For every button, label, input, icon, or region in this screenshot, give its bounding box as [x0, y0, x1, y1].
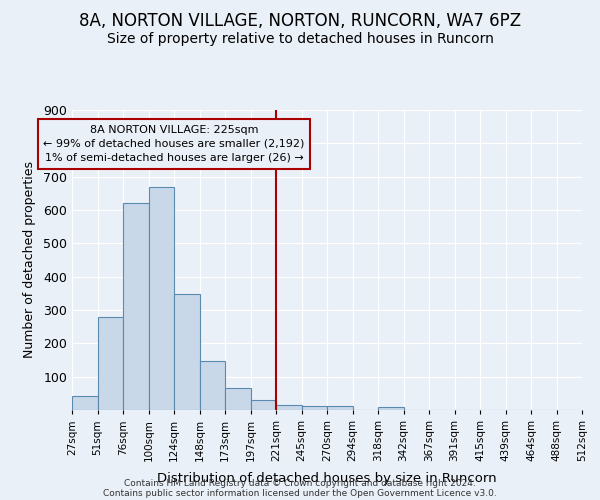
Bar: [378, 406, 404, 410]
X-axis label: Distribution of detached houses by size in Runcorn: Distribution of detached houses by size …: [157, 472, 497, 486]
Text: 8A, NORTON VILLAGE, NORTON, RUNCORN, WA7 6PZ: 8A, NORTON VILLAGE, NORTON, RUNCORN, WA7…: [79, 12, 521, 30]
Text: Size of property relative to detached houses in Runcorn: Size of property relative to detached ho…: [107, 32, 493, 46]
Bar: [225, 388, 251, 410]
Text: Contains public sector information licensed under the Open Government Licence v3: Contains public sector information licen…: [103, 488, 497, 498]
Bar: [72, 396, 97, 410]
Bar: [302, 406, 327, 410]
Text: Contains HM Land Registry data © Crown copyright and database right 2024.: Contains HM Land Registry data © Crown c…: [124, 478, 476, 488]
Bar: [97, 318, 123, 410]
Bar: [276, 405, 302, 410]
Bar: [327, 406, 353, 410]
Bar: [149, 188, 174, 410]
Y-axis label: Number of detached properties: Number of detached properties: [23, 162, 36, 358]
Bar: [199, 360, 225, 410]
Text: 8A NORTON VILLAGE: 225sqm
← 99% of detached houses are smaller (2,192)
1% of sem: 8A NORTON VILLAGE: 225sqm ← 99% of detac…: [43, 125, 305, 163]
Bar: [251, 400, 276, 410]
Bar: [174, 294, 199, 410]
Bar: [123, 204, 149, 410]
